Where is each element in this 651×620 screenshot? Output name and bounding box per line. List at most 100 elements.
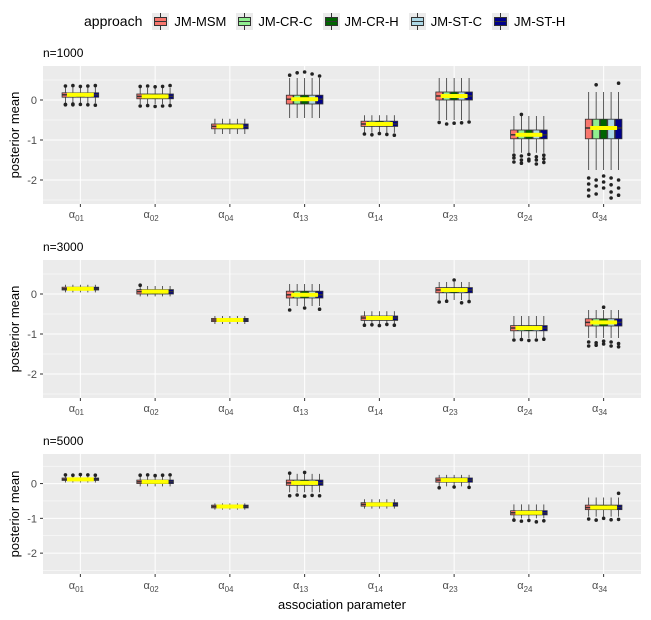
outlier-point (302, 306, 307, 310)
outlier-point (385, 322, 389, 327)
box-group-4 (285, 70, 324, 118)
outlier-point (586, 188, 591, 192)
x-tick-label: α02 (143, 403, 159, 417)
outlier-point (160, 473, 165, 478)
median-overlay (141, 289, 169, 294)
outlier-point (609, 183, 613, 187)
outlier-point (78, 84, 83, 89)
legend-key-jm-cr-c (236, 12, 254, 30)
outlier-point (527, 159, 531, 163)
x-tick-label: α23 (442, 580, 458, 594)
outlier-point (534, 162, 539, 166)
legend-item-jm-st-h: JM-ST-H (491, 12, 565, 30)
outlier-point (616, 491, 621, 496)
median-overlay (66, 477, 94, 482)
median-overlay (365, 316, 393, 320)
x-tick-label: α24 (517, 580, 533, 594)
x-tick-label: α34 (592, 580, 608, 594)
outlier-point (519, 154, 524, 158)
legend-key-jm-st-c (408, 12, 426, 30)
outlier-point (616, 178, 621, 182)
outlier-point (601, 339, 606, 344)
outlier-point (310, 72, 314, 76)
outlier-point (287, 471, 292, 475)
outlier-point (542, 153, 546, 157)
outlier-point (287, 73, 292, 77)
y-tick-label: -1 (27, 329, 37, 341)
outlier-point (594, 518, 598, 522)
box-group-4 (285, 470, 324, 498)
outlier-point (616, 517, 621, 522)
outlier-point (153, 104, 157, 109)
legend-key-jm-msm (152, 12, 170, 30)
median-overlay (515, 510, 543, 515)
x-tick-label: α13 (293, 209, 309, 223)
outlier-point (145, 84, 150, 88)
median-overlay (216, 504, 244, 509)
median-overlay (440, 288, 468, 292)
panel-3: n=5000 0 -1 -2 posterior mean α01 α02 α04 α13 α14… (7, 434, 641, 594)
outlier-point (586, 517, 591, 521)
outlier-point (534, 338, 539, 342)
outlier-point (78, 102, 83, 107)
outlier-point (385, 132, 389, 137)
outlier-point (609, 176, 613, 180)
box-group-3 (211, 316, 249, 324)
outlier-point (586, 176, 591, 180)
outlier-point (63, 473, 68, 477)
outlier-point (370, 323, 374, 327)
outlier-point (512, 338, 516, 342)
outlier-point (86, 473, 90, 477)
y-axis-label: posterior mean (7, 471, 22, 558)
x-tick-label: α13 (293, 403, 309, 417)
box-group-5 (360, 115, 399, 137)
x-tick-label: α04 (218, 403, 234, 417)
median-overlay (440, 478, 468, 483)
outlier-point (519, 112, 524, 117)
outlier-point (542, 160, 546, 165)
outlier-point (512, 518, 516, 522)
outlier-point (302, 70, 307, 74)
outlier-point (467, 120, 471, 124)
outlier-point (444, 122, 449, 126)
outlier-point (302, 470, 307, 475)
outlier-point (542, 518, 546, 523)
box-group-6 (435, 78, 473, 126)
legend-item-jm-st-c: JM-ST-C (408, 12, 482, 30)
outlier-point (534, 520, 539, 524)
median-overlay (216, 318, 244, 322)
outlier-point (594, 184, 598, 188)
outlier-point (153, 473, 157, 478)
outlier-point (601, 305, 606, 310)
x-tick-label: α23 (442, 403, 458, 417)
box-group-7 (510, 316, 548, 343)
outlier-point (168, 83, 172, 88)
box-group-4 (285, 284, 324, 312)
outlier-point (616, 345, 621, 349)
x-tick-label: α24 (517, 209, 533, 223)
outlier-point (601, 516, 606, 521)
x-tick-label: α04 (218, 209, 234, 223)
outlier-point (452, 485, 456, 489)
y-tick-label: 0 (31, 479, 37, 491)
box-group-5 (360, 311, 399, 328)
outlier-point (534, 155, 539, 159)
x-tick-label: α01 (69, 209, 85, 223)
box-group-7 (510, 112, 548, 166)
outlier-point (586, 194, 591, 198)
outlier-point (392, 323, 397, 328)
outlier-point (295, 71, 299, 75)
outlier-point (452, 278, 456, 282)
outlier-point (616, 193, 621, 197)
outlier-point (93, 103, 98, 107)
outlier-point (601, 174, 606, 178)
x-axis-label: association parameter (278, 597, 407, 612)
outlier-point (512, 160, 516, 164)
x-tick-label: α34 (592, 209, 608, 223)
outlier-point (512, 156, 516, 160)
legend-label-jm-st-c: JM-ST-C (430, 13, 482, 29)
x-tick-label: α14 (368, 403, 384, 417)
outlier-point (594, 83, 598, 87)
outlier-point (168, 103, 172, 108)
outlier-point (459, 121, 464, 125)
